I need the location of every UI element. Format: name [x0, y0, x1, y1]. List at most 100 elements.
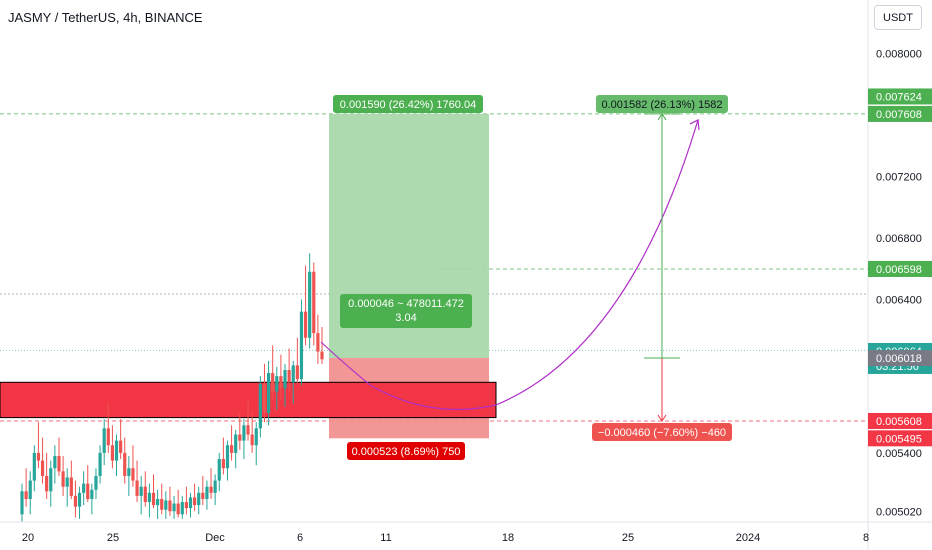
candle-body [53, 455, 57, 469]
candle-body [28, 480, 32, 499]
x-tick-label: 25 [107, 532, 119, 544]
x-tick-label: 20 [22, 532, 34, 544]
candle-body [160, 498, 164, 510]
candle-body [127, 468, 131, 476]
stop-label: 0.000523 (8.69%) 750 [352, 446, 461, 458]
candle-body [82, 483, 86, 493]
candle-body [271, 373, 275, 392]
price-label: 0.006018 [876, 353, 922, 365]
candle-body [32, 452, 36, 481]
candle-body [250, 434, 254, 446]
price-label-bg [868, 350, 932, 367]
x-tick-label: Dec [205, 532, 225, 544]
projection-up-label: 0.001582 (26.13%) 1582 [601, 99, 722, 111]
candle-body [213, 480, 217, 493]
price-label: 0.005608 [876, 416, 922, 428]
candle-body [180, 502, 184, 515]
candle-body [275, 376, 279, 392]
candle-body [172, 503, 176, 512]
position-zones [0, 113, 497, 439]
currency-button[interactable]: USDT [874, 5, 922, 30]
candle-body [106, 428, 110, 446]
candle-body [320, 351, 324, 360]
candle-body [98, 452, 102, 476]
candle-body [184, 502, 188, 509]
price-label: 0.005495 [876, 433, 922, 445]
x-tick-label: 6 [297, 532, 303, 544]
y-tick-label: 0.006400 [876, 294, 922, 306]
x-tick-label: 25 [622, 532, 634, 544]
center-label: 3.04 [395, 312, 416, 324]
candle-body [49, 468, 53, 492]
price-label-bg [868, 430, 932, 447]
candle-body [151, 492, 156, 506]
candle-body [266, 373, 271, 413]
candle-body [65, 477, 69, 487]
candle-body [86, 483, 90, 499]
candle-body [221, 459, 225, 469]
projection-up-label-bg [596, 95, 728, 113]
candle-body [119, 440, 123, 453]
price-label-bg [868, 412, 932, 429]
candle-body [147, 492, 151, 503]
x-tick-label: 11 [380, 532, 391, 544]
candle-body [164, 500, 168, 510]
candle-body [123, 452, 127, 476]
candle-body [135, 480, 139, 496]
price-label-bg [868, 260, 932, 277]
candle-body [287, 370, 291, 383]
candle-body [57, 455, 61, 472]
candle-body [131, 468, 135, 481]
candle-body [69, 477, 73, 496]
candle-body [258, 383, 262, 429]
projection-down-label: −0.000460 (−7.60%) −460 [598, 427, 726, 439]
x-tick-label: 2024 [736, 532, 760, 544]
center-label: 0.000046 ~ 478011.472 [348, 298, 464, 310]
candle-body [156, 498, 160, 506]
candle-body [94, 475, 98, 490]
candle-body [110, 445, 115, 461]
price-label: 0.007624 [876, 91, 922, 103]
candle-body [299, 311, 304, 380]
candle-body [238, 434, 242, 441]
candle-body [188, 497, 193, 509]
candle-body [176, 503, 180, 515]
labels: 0.001590 (26.42%) 1760.04 0.000046 ~ 4780… [333, 88, 932, 460]
candle-body [291, 365, 295, 383]
measure-down-arrowhead [657, 414, 667, 422]
candle-body [20, 491, 24, 515]
candle-body [217, 459, 221, 481]
candle-body [254, 428, 258, 446]
projection-arrow-head [689, 118, 700, 130]
candle-body [201, 492, 205, 499]
y-tick-label: 0.008000 [876, 49, 922, 61]
target-label: 0.001590 (26.42%) 1760.04 [340, 99, 476, 111]
candle-body [90, 489, 94, 499]
candle-body [36, 452, 41, 461]
candle-body [262, 383, 267, 413]
candle-body [242, 425, 246, 441]
candle-body [234, 434, 238, 453]
x-tick-label: 8 [863, 532, 869, 544]
candle-body [73, 495, 78, 507]
candle-body [308, 271, 312, 338]
candle-body [143, 486, 147, 503]
price-label: 0.007608 [876, 109, 922, 121]
candle-body [193, 497, 197, 506]
price-label-bg [868, 105, 932, 122]
candle-body [279, 376, 283, 389]
candle-body [77, 492, 82, 507]
overlays [320, 113, 700, 422]
measure-up-arrowhead [657, 113, 667, 121]
candle-body [205, 486, 209, 499]
x-tick-label: 18 [502, 532, 514, 544]
projection-down-label-bg [592, 423, 732, 441]
y-tick-label: 0.005400 [876, 448, 922, 460]
price-label: 0.006598 [876, 264, 922, 276]
candle-body [102, 428, 106, 453]
candle-body [45, 475, 49, 492]
target-label-bg [333, 95, 483, 113]
candle-body [283, 370, 287, 389]
